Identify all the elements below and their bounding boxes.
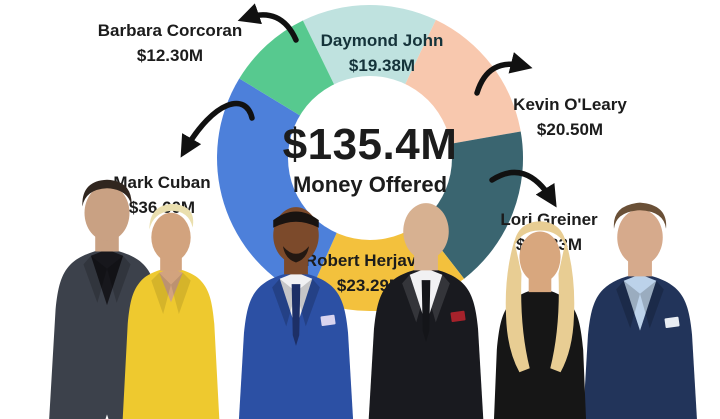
tie: [291, 284, 301, 346]
hair-right: [550, 240, 575, 373]
callout-name: Kevin O'Leary: [513, 95, 627, 114]
callout-name: Daymond John: [320, 31, 444, 50]
dress: [122, 266, 220, 419]
lapel: [171, 272, 191, 315]
lapel: [151, 272, 171, 315]
hair: [513, 221, 567, 249]
neckline: [159, 267, 183, 303]
chart-center-total: $135.4M: [282, 120, 458, 169]
person-daymond-john: [238, 207, 354, 419]
person-barbara-corcoran: [122, 203, 220, 419]
suit: [368, 267, 484, 419]
person-kevin-oleary: [368, 203, 484, 419]
hair: [149, 203, 194, 230]
hair-left: [505, 240, 530, 373]
hair: [613, 202, 667, 229]
callout-name: Mark Cuban: [113, 173, 211, 192]
donut-segment-mark: [217, 78, 370, 298]
hair: [82, 179, 132, 207]
callout-robert-herjavec: Robert Herjavec $23.29M: [290, 250, 450, 297]
head: [84, 185, 130, 241]
shirt: [90, 249, 124, 306]
person-lori-greiner: [493, 221, 587, 419]
lapel: [107, 255, 131, 303]
curved-arrow-icon-lori: [489, 169, 557, 208]
callout-barbara-corcoran: Barbara Corcoran $12.30M: [85, 20, 255, 67]
lapel: [272, 278, 296, 327]
lapel: [296, 278, 320, 327]
callout-daymond-john: Daymond John $19.38M: [302, 30, 462, 77]
curved-arrow-icon-kevin: [474, 52, 533, 96]
lapel: [616, 280, 640, 329]
tie: [421, 280, 431, 342]
pocket-square: [450, 310, 466, 323]
lapel: [402, 274, 426, 323]
curved-arrow-icon-barbara: [237, 3, 299, 43]
chart-center: $135.4M Money Offered: [250, 120, 490, 198]
head: [403, 203, 449, 260]
person-robert-herjavec: [583, 202, 697, 419]
callout-kevin-oleary: Kevin O'Leary $20.50M: [490, 94, 650, 141]
lapel: [83, 255, 107, 303]
lapel: [640, 280, 664, 329]
callout-value: $20.50M: [536, 120, 604, 140]
shirt: [623, 274, 657, 331]
hair: [273, 211, 319, 228]
pocket-square: [320, 314, 336, 327]
head: [617, 209, 663, 266]
goatee: [282, 246, 310, 263]
chart-center-label: Money Offered: [292, 172, 448, 197]
callout-name: Lori Greiner: [500, 210, 598, 229]
head: [519, 231, 561, 283]
lapel: [426, 274, 450, 323]
curved-arrow-icon-mark: [180, 100, 255, 158]
callout-name: Barbara Corcoran: [97, 21, 243, 40]
suit: [583, 273, 697, 419]
head: [151, 212, 191, 262]
leg-gap: [105, 414, 109, 419]
donut-hole: [288, 76, 452, 240]
pocket-square: [664, 316, 680, 329]
callout-value: $19.38M: [348, 56, 416, 76]
callout-name: Robert Herjavec: [304, 251, 436, 270]
callout-value: $12.30M: [136, 46, 204, 66]
